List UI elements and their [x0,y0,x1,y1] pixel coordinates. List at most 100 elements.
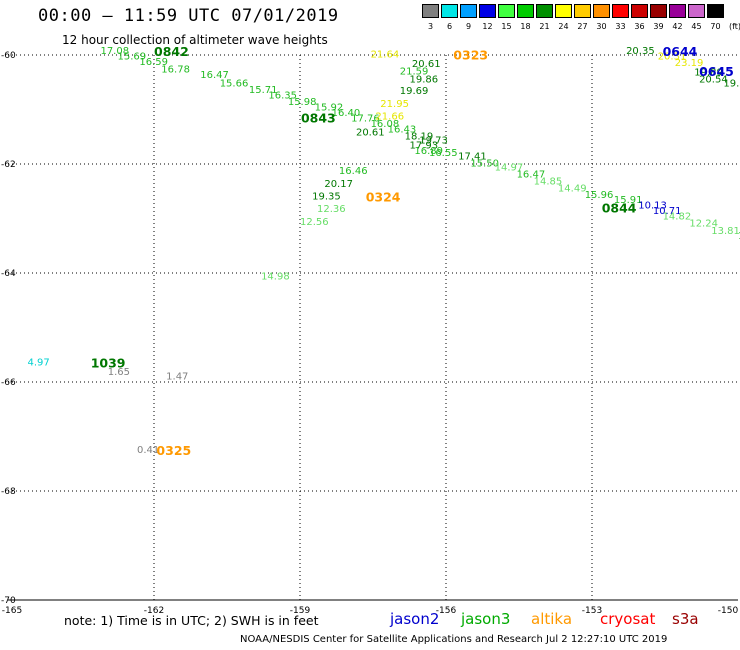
map-subtitle: 12 hour collection of altimeter wave hei… [62,33,328,47]
swh-observation: 14.85 [534,177,563,188]
lat-tick-label: -66 [1,378,16,388]
swh-observation: 16.35 [268,91,297,102]
legend-label-30: 30 [596,22,607,31]
legend-swatch-18 [517,4,534,18]
swh-observation: 17.08 [100,46,129,57]
swh-observation: 16.78 [161,64,190,75]
legend-swatch-30 [593,4,610,18]
lat-tick-label: -68 [1,487,16,497]
swh-observation: 20.61 [356,128,385,139]
satellite-cryosat: cryosat [600,610,656,628]
legend-swatch-6 [441,4,458,18]
lat-tick-label: -62 [1,160,16,170]
legend-label-3: 3 [427,22,434,31]
pass-time-label: 0844 [602,200,637,215]
legend-swatch-39 [650,4,667,18]
pass-time-label: 0843 [301,110,336,125]
swh-observation: 20.35 [626,46,655,57]
lon-tick-label: -156 [436,606,457,616]
swh-observation: 18.19 [405,131,434,142]
swh-observation: 19.73 [419,135,448,146]
legend-swatch-15 [498,4,515,18]
swh-observation: 14.82 [663,212,692,223]
swh-observation: 16.08 [371,119,400,130]
legend-swatch-3 [422,4,439,18]
swh-observation: 12.24 [689,219,718,230]
swh-observation: 12.56 [300,217,329,228]
swh-observation: 21.66 [375,111,404,122]
swh-observation: 19.89 [694,68,723,79]
map-title: 00:00 – 11:59 UTC 07/01/2019 [38,6,339,26]
legend-unit-label: (ft) [729,22,740,31]
swh-observation: 17.41 [458,152,487,163]
swh-observation: 0.41 [137,445,159,456]
lat-tick-label: -64 [1,269,16,279]
swh-observation: 10.71 [653,206,682,217]
swh-observation: 16.55 [429,148,458,159]
satellite-altika: altika [531,610,573,628]
swh-observation: 19.35 [312,191,341,202]
legend-label-39: 39 [653,22,664,31]
legend-swatch-12 [479,4,496,18]
swh-observation: 14.97 [495,163,524,174]
swh-observation: 21.64 [371,50,400,61]
swh-observation: 16.43 [388,124,417,135]
swh-observation: 20.31 [658,51,687,62]
legend-label-24: 24 [558,22,569,31]
swh-observation: 15.91 [614,195,643,206]
swh-observation: 19.69 [400,86,429,97]
legend-swatch-9 [460,4,477,18]
swh-observation: 1.65 [108,367,130,378]
swh-observation: 17.93 [410,141,439,152]
legend-swatch-70 [707,4,724,18]
legend-label-27: 27 [577,22,588,31]
swh-observation: 15.69 [118,51,147,62]
legend-swatch-33 [612,4,629,18]
swh-observation: 16.47 [200,70,229,81]
swh-observation: 16.59 [139,57,168,68]
pass-time-label: 0323 [453,48,488,63]
legend-label-6: 6 [446,22,453,31]
swh-observation: 14.98 [261,272,290,283]
swh-observation: 16.46 [339,166,368,177]
swh-observation: 15.92 [315,103,344,114]
swh-observation: 20.61 [412,59,441,70]
satellite-jason3: jason3 [461,610,511,628]
map-grid [8,54,738,601]
swh-observation: 15.71 [249,85,278,96]
swh-observation: 1.47 [166,371,188,382]
legend-swatch-36 [631,4,648,18]
swh-observation: 17.76 [351,113,380,124]
swh-observation: 21.95 [380,99,409,110]
legend-label-15: 15 [501,22,512,31]
legend-label-21: 21 [539,22,550,31]
pass-time-label: 0842 [154,44,189,59]
swh-observation: 12.36 [317,204,346,215]
satellite-s3a: s3a [672,610,699,628]
swh-observation: 20.17 [324,179,353,190]
satellite-jason2: jason2 [390,610,440,628]
swh-observation: 21.59 [400,67,429,78]
pass-time-label: 1039 [91,356,126,371]
swh-observation: 16.40 [332,108,361,119]
swh-observation: 15.66 [220,79,249,90]
swh-observation: 19.26 [723,79,740,90]
lat-tick-label: -70 [1,596,16,606]
lat-tick-label: -60 [1,51,16,61]
legend-swatch-24 [555,4,572,18]
legend-swatch-21 [536,4,553,18]
legend-swatch-45 [688,4,705,18]
lon-tick-label: -162 [144,606,164,616]
lon-tick-label: -159 [290,606,311,616]
lon-tick-label: -165 [2,606,22,616]
legend-label-33: 33 [615,22,626,31]
swh-observation: 16.47 [517,170,546,181]
lon-tick-label: -153 [582,606,602,616]
map-axis-ticks: -165 -162 -159 -156 -153 -150 -60 -62 -64 -66 -68 -… [1,51,738,616]
credit-line: NOAA/NESDIS Center for Satellite Applica… [240,634,668,645]
swh-observation: 13.81 [711,226,740,237]
lon-tick-label: -150 [718,606,739,616]
swh-observation: 19.86 [410,74,439,85]
legend-swatch-42 [669,4,686,18]
